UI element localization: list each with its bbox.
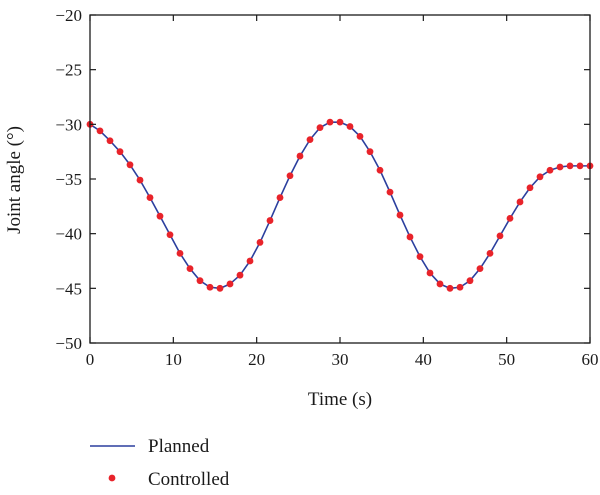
- controlled-data-point: [526, 184, 534, 192]
- controlled-data-point: [406, 233, 414, 241]
- controlled-data-point: [166, 231, 174, 239]
- controlled-data-point: [566, 162, 574, 170]
- controlled-data-point: [296, 152, 304, 160]
- controlled-data-point: [366, 148, 374, 156]
- controlled-data-point: [436, 280, 444, 288]
- controlled-data-point: [346, 123, 354, 130]
- controlled-data-point: [326, 118, 334, 126]
- controlled-data-point: [446, 284, 454, 292]
- plot-frame: [89, 14, 591, 344]
- y-tick-label: −25: [55, 61, 82, 80]
- x-tick-label: 40: [415, 350, 432, 369]
- controlled-data-point: [316, 124, 324, 132]
- controlled-data-point: [476, 265, 484, 273]
- axes: 0 10 20 30 40 50 60 −20 −25 −30 −35 −40 −45 −50: [55, 6, 598, 369]
- legend: Planned Controlled: [90, 436, 230, 490]
- planned-series-line: [89, 121, 590, 290]
- x-tick-label: 20: [248, 350, 265, 369]
- legend-controlled-marker-icon: [108, 474, 116, 482]
- legend-controlled-label: Controlled: [148, 469, 230, 490]
- y-tick-label: −45: [55, 279, 82, 298]
- legend-planned-label: Planned: [148, 436, 210, 457]
- controlled-data-point: [176, 249, 184, 257]
- controlled-data-point: [486, 249, 494, 257]
- controlled-data-point: [246, 257, 254, 265]
- controlled-data-point: [416, 253, 424, 261]
- x-tick-label: 60: [582, 350, 599, 369]
- plot-area: [86, 118, 594, 292]
- controlled-data-point: [336, 118, 344, 126]
- x-tick-label: 0: [86, 350, 95, 369]
- controlled-data-point: [256, 239, 264, 246]
- controlled-data-point: [276, 194, 284, 201]
- y-axis-label: Joint angle (°): [4, 126, 25, 234]
- controlled-data-point: [396, 211, 404, 219]
- x-tick-label: 50: [498, 350, 515, 369]
- x-axis-label: Time (s): [308, 389, 372, 410]
- controlled-data-point: [576, 162, 584, 170]
- controlled-data-point: [216, 284, 224, 292]
- controlled-data-point: [516, 198, 524, 206]
- controlled-data-point: [126, 161, 134, 169]
- x-tick-label: 10: [165, 350, 182, 369]
- y-tick-label: −40: [55, 225, 82, 244]
- controlled-data-point: [106, 137, 114, 145]
- controlled-data-point: [136, 176, 144, 184]
- controlled-data-point: [116, 148, 124, 156]
- controlled-data-point: [466, 277, 474, 285]
- controlled-data-point: [206, 283, 214, 291]
- controlled-data-point: [226, 280, 234, 288]
- controlled-data-point: [376, 166, 384, 174]
- controlled-data-point: [556, 163, 564, 171]
- controlled-data-point: [546, 166, 554, 174]
- controlled-data-point: [196, 277, 204, 285]
- y-tick-label: −30: [55, 115, 82, 134]
- y-tick-label: −35: [55, 170, 82, 189]
- controlled-data-point: [146, 194, 154, 201]
- controlled-data-point: [236, 271, 244, 279]
- controlled-data-point: [156, 212, 164, 220]
- controlled-data-point: [96, 127, 104, 135]
- controlled-data-point: [386, 188, 394, 196]
- controlled-data-point: [286, 172, 294, 180]
- controlled-data-point: [306, 136, 314, 144]
- y-tick-label: −20: [55, 6, 82, 25]
- controlled-data-point: [186, 265, 194, 273]
- controlled-data-point: [426, 269, 434, 277]
- y-tick-label: −50: [55, 334, 82, 353]
- controlled-data-point: [356, 132, 364, 140]
- x-tick-label: 30: [332, 350, 349, 369]
- controlled-data-point: [456, 283, 464, 291]
- controlled-data-point: [536, 173, 544, 181]
- controlled-data-point: [266, 217, 274, 224]
- controlled-data-point: [506, 214, 514, 222]
- controlled-data-point: [496, 232, 504, 240]
